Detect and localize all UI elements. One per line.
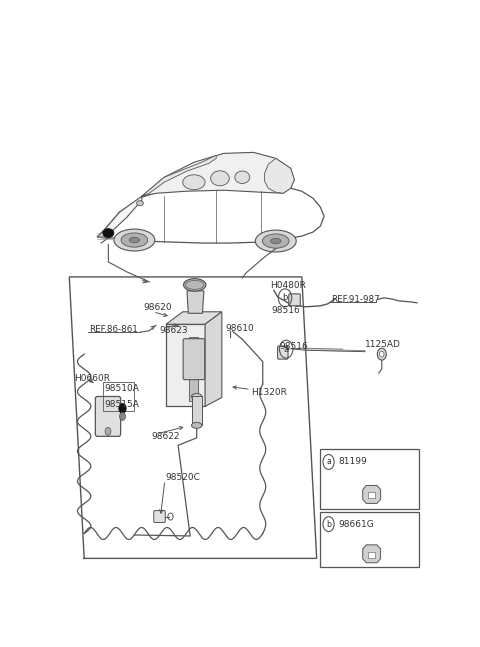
FancyBboxPatch shape: [183, 338, 204, 380]
Polygon shape: [264, 159, 294, 193]
FancyBboxPatch shape: [277, 346, 288, 359]
Ellipse shape: [121, 233, 148, 247]
Ellipse shape: [183, 175, 205, 190]
FancyBboxPatch shape: [289, 294, 300, 306]
Ellipse shape: [192, 393, 202, 399]
Bar: [190, 336, 198, 401]
Ellipse shape: [255, 230, 296, 252]
Bar: [368, 492, 375, 498]
Text: H0480R: H0480R: [270, 281, 306, 291]
Bar: [192, 397, 202, 425]
Text: H0660R: H0660R: [74, 374, 110, 383]
Ellipse shape: [211, 171, 229, 186]
Text: 98620: 98620: [144, 303, 172, 313]
Text: 1125AD: 1125AD: [365, 340, 401, 349]
Polygon shape: [166, 324, 205, 406]
Text: 98515A: 98515A: [104, 400, 139, 410]
FancyBboxPatch shape: [154, 510, 165, 523]
Text: REF.86-861: REF.86-861: [89, 325, 138, 334]
Text: 98610: 98610: [226, 324, 254, 333]
Ellipse shape: [271, 238, 281, 244]
Text: 98622: 98622: [151, 432, 180, 441]
Circle shape: [105, 428, 111, 435]
Polygon shape: [187, 291, 204, 313]
Polygon shape: [166, 312, 222, 324]
Text: a: a: [284, 345, 289, 354]
Text: 98510A: 98510A: [104, 384, 139, 393]
Text: 98623: 98623: [160, 326, 188, 335]
Polygon shape: [97, 196, 142, 237]
Text: b: b: [326, 520, 331, 529]
Ellipse shape: [103, 228, 114, 237]
Circle shape: [377, 348, 386, 360]
FancyBboxPatch shape: [96, 397, 120, 436]
Ellipse shape: [192, 422, 202, 428]
Text: b: b: [282, 293, 288, 302]
Circle shape: [120, 412, 125, 421]
Ellipse shape: [185, 280, 204, 289]
Bar: [321, 449, 419, 509]
Text: 98520C: 98520C: [165, 473, 200, 481]
Polygon shape: [142, 152, 294, 196]
Polygon shape: [363, 485, 381, 503]
Text: 98661G: 98661G: [338, 520, 374, 529]
Circle shape: [119, 404, 126, 413]
Ellipse shape: [129, 237, 140, 243]
Ellipse shape: [263, 234, 289, 248]
Text: H1320R: H1320R: [252, 388, 288, 397]
Ellipse shape: [235, 171, 250, 184]
Polygon shape: [363, 545, 381, 563]
Polygon shape: [142, 155, 216, 196]
Text: 81199: 81199: [338, 457, 367, 466]
Text: REF.91-987: REF.91-987: [331, 295, 380, 304]
Ellipse shape: [114, 229, 155, 251]
Text: 98516: 98516: [271, 306, 300, 315]
Text: a: a: [326, 457, 331, 466]
Ellipse shape: [137, 201, 144, 206]
Bar: [103, 382, 134, 411]
Bar: [321, 512, 419, 567]
Circle shape: [380, 351, 384, 357]
Polygon shape: [205, 312, 222, 406]
Bar: [368, 552, 375, 558]
Text: 98516: 98516: [279, 342, 308, 351]
Ellipse shape: [183, 279, 206, 291]
